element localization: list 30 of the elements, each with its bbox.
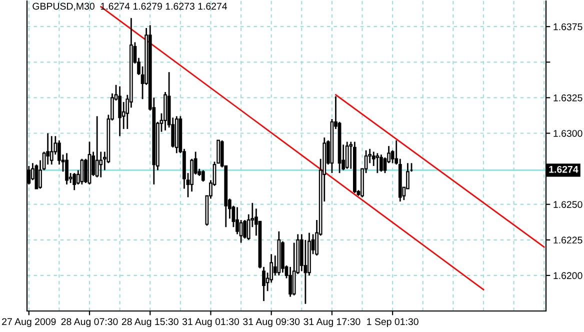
- y-tick-label: 1.6200: [554, 272, 582, 280]
- y-tick-label: 1.6300: [554, 130, 582, 137]
- y-tick-label: 1.6225: [554, 236, 582, 244]
- x-tick-label: 27 Aug 2009: [2, 318, 56, 328]
- candlestick: [65, 152, 68, 186]
- candlestick: [95, 115, 99, 178]
- x-tick-label: 28 Aug 15:30: [122, 318, 178, 328]
- ref-line-label: 1.6274: [549, 166, 578, 173]
- candlestick: [99, 151, 103, 178]
- x-tick-label: 28 Aug 07:30: [61, 318, 118, 328]
- y-tick-label: 1.6250: [554, 201, 582, 208]
- y-tick-label: 1.6325: [554, 94, 582, 102]
- candlestick: [376, 152, 380, 174]
- candlestick: [243, 219, 247, 240]
- y-tick-label: 1.6375: [554, 23, 582, 30]
- x-tick-label: 31 Aug 17:30: [304, 318, 360, 328]
- x-tick-label: 31 Aug 09:30: [243, 318, 300, 328]
- candlestick: [380, 154, 383, 172]
- candlestick: [84, 158, 88, 184]
- candlestick: [50, 135, 54, 166]
- candlestick: [201, 170, 205, 182]
- candlestick: [72, 172, 76, 191]
- candlestick: [288, 266, 292, 298]
- chart-title: GBPUSD,M30 1.6274 1.6279 1.6273 1.6274: [32, 2, 228, 11]
- candlestick: [34, 164, 38, 190]
- x-tick-label: 1 Sep 01:30: [367, 318, 418, 328]
- candlestick: [118, 86, 122, 137]
- candlestick: [80, 158, 84, 186]
- x-tick-label: 31 Aug 01:30: [182, 318, 240, 328]
- candlestick: [345, 141, 349, 170]
